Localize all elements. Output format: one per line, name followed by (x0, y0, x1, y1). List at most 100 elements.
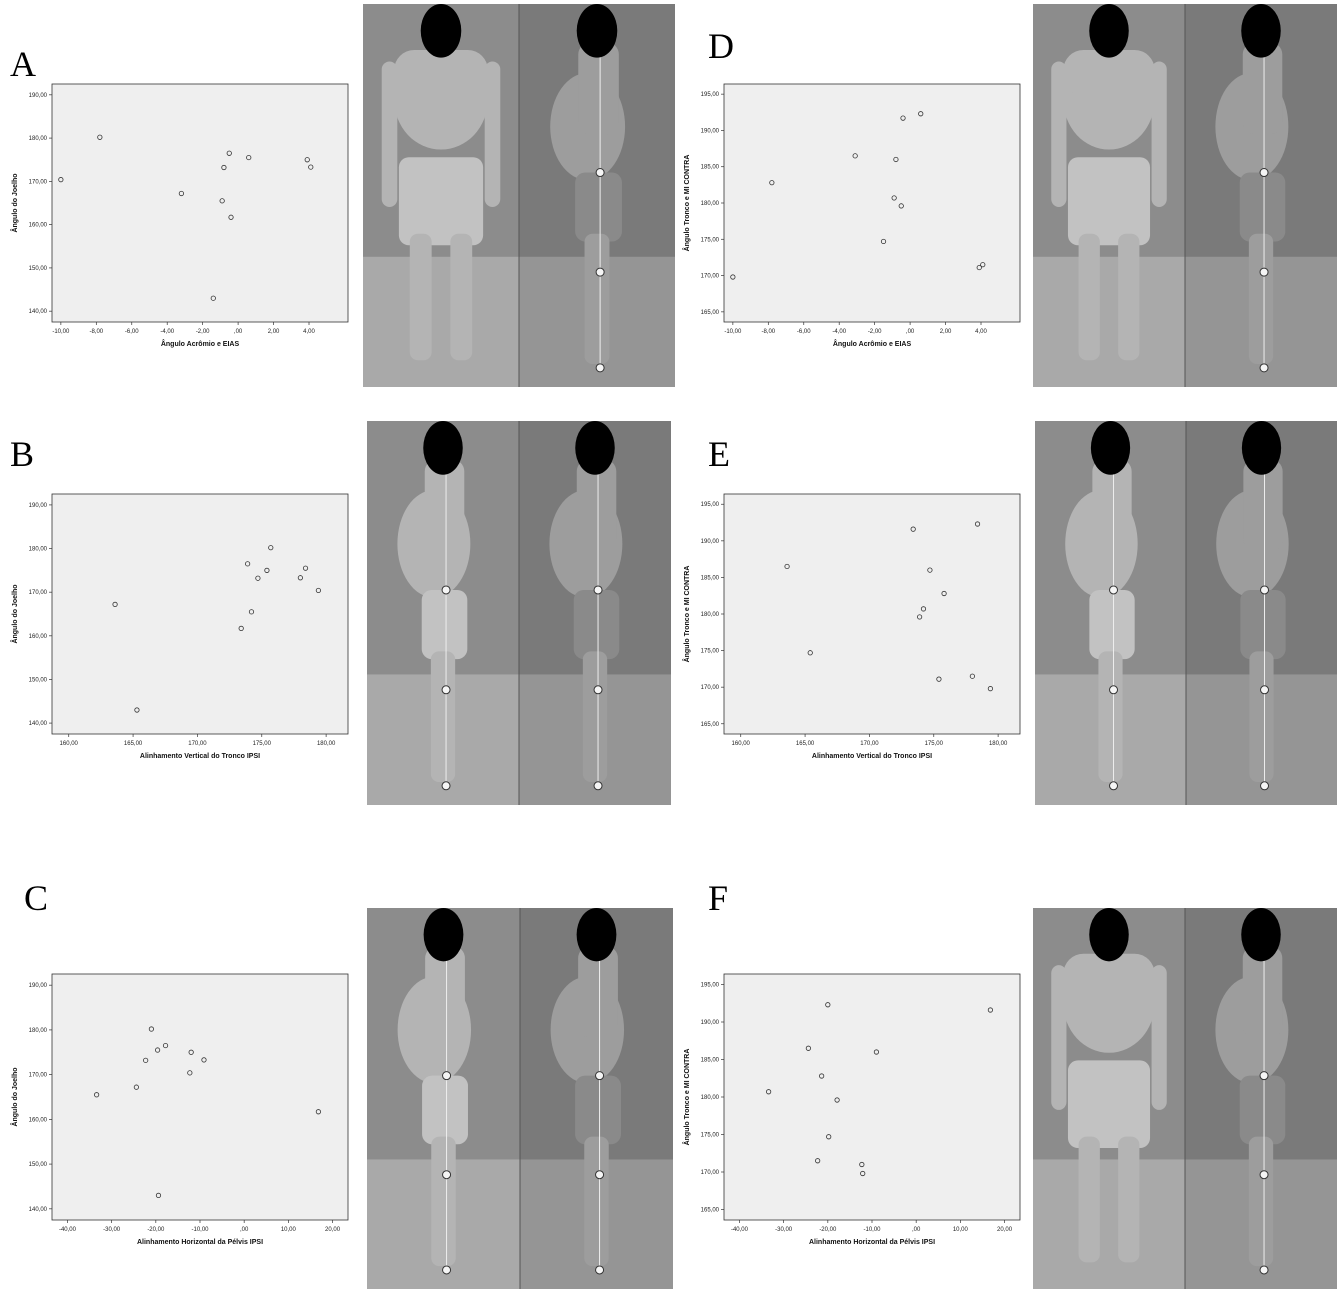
data-point (805, 1045, 811, 1051)
face-mask (576, 908, 617, 962)
x-tick-label: 165,00 (796, 741, 815, 747)
plot-frame (51, 493, 349, 735)
scatter-plot-f: -40,00 -30,00 -20,00 -10,00 ,00 10,00 20,00 165… (682, 973, 1021, 1246)
posture-photo-a (363, 4, 675, 387)
data-point (941, 590, 947, 597)
posture-photo-e (1035, 421, 1337, 805)
y-tick-label: 180,00 (29, 136, 48, 142)
x-tick-label: 2,00 (268, 329, 280, 335)
data-point (221, 164, 227, 171)
data-point (880, 238, 887, 245)
data-point (859, 1161, 865, 1168)
data-point (873, 1049, 880, 1055)
y-tick-label: 170,00 (29, 590, 48, 596)
y-tick-label: 150,00 (29, 266, 48, 272)
data-point (860, 1170, 866, 1177)
y-axis-label: Ângulo Tronco e MI CONTRA (682, 1049, 691, 1146)
x-tick-label: 160,00 (732, 741, 751, 747)
panel-letter-b: B (10, 434, 35, 474)
face-mask (423, 908, 464, 962)
data-point (94, 1092, 100, 1098)
data-point (155, 1192, 162, 1198)
x-tick-label: 4,00 (303, 329, 315, 335)
x-tick-label: ,00 (906, 329, 915, 335)
data-point (910, 526, 916, 532)
data-point (248, 609, 255, 615)
x-tick-label: 10,00 (953, 1227, 969, 1233)
x-tick-label: -2,00 (868, 329, 882, 335)
scatter-plot-d: -10,00 -8,00 -6,00 -4,00 -2,00 ,00 2,00 4,00 165… (682, 83, 1021, 348)
panel-letter-e: E (708, 434, 730, 474)
posture-photo-c (367, 908, 673, 1289)
x-tick-label: 170,00 (188, 741, 207, 747)
y-tick-label: 170,00 (29, 179, 48, 185)
y-tick-label: 180,00 (29, 1028, 48, 1034)
x-axis-label: Ângulo Acrômio e EIAS (833, 339, 912, 348)
plot-frame (723, 493, 1021, 735)
x-tick-label: 180,00 (989, 741, 1008, 747)
face-mask (420, 4, 462, 58)
y-tick-label: 180,00 (701, 612, 720, 618)
posture-photo-d (1033, 4, 1337, 387)
frontal-view-photo (1033, 4, 1185, 387)
data-point (918, 111, 924, 117)
y-tick-label: 185,00 (701, 575, 720, 581)
data-point (268, 545, 274, 551)
x-tick-label: -8,00 (89, 329, 103, 335)
data-point (178, 190, 184, 197)
y-axis-label: Ângulo Tronco e MI CONTRA (682, 155, 691, 252)
y-tick-label: 160,00 (29, 1117, 48, 1123)
data-point (133, 1084, 139, 1090)
data-point (917, 614, 923, 620)
data-point (826, 1134, 832, 1140)
lateral-view-photo (1035, 421, 1186, 805)
y-tick-label: 165,00 (701, 310, 720, 316)
data-point (187, 1070, 193, 1076)
data-point (891, 195, 897, 201)
lateral-view-photo (1186, 421, 1337, 805)
y-tick-label: 190,00 (701, 539, 720, 545)
posture-photo-f (1033, 908, 1337, 1289)
data-point (297, 575, 303, 581)
data-point (807, 650, 813, 656)
x-tick-label: 175,00 (253, 741, 272, 747)
panel-letter-f: F (708, 878, 729, 918)
plot-frame (51, 973, 349, 1221)
data-point (976, 264, 982, 271)
y-tick-label: 140,00 (29, 721, 48, 727)
x-tick-label: 160,00 (60, 741, 79, 747)
lateral-view-photo (519, 421, 671, 805)
y-tick-label: 160,00 (29, 634, 48, 640)
y-axis-label: Ângulo do Joelho (10, 173, 19, 232)
data-point (255, 575, 261, 581)
lateral-view-photo (519, 4, 675, 387)
data-point (819, 1073, 825, 1079)
frontal-view-photo (363, 4, 519, 387)
data-point (201, 1057, 207, 1063)
x-tick-label: ,00 (240, 1227, 249, 1233)
y-tick-label: 190,00 (29, 93, 48, 99)
face-mask (1241, 908, 1281, 962)
face-mask (1089, 908, 1129, 962)
scatter-plot-a: -10,00 -8,00 -6,00 -4,00 -2,00 ,00 2,00 4,00 140… (10, 83, 349, 348)
y-tick-label: 140,00 (29, 1207, 48, 1213)
x-tick-label: ,00 (234, 329, 243, 335)
data-point (987, 1007, 993, 1013)
data-point (766, 1089, 772, 1095)
data-point (143, 1057, 149, 1063)
data-point (58, 177, 64, 183)
y-tick-label: 150,00 (29, 677, 48, 683)
data-point (162, 1042, 169, 1049)
data-point (852, 153, 858, 159)
y-tick-label: 140,00 (29, 309, 48, 315)
data-point (238, 625, 244, 631)
data-point (980, 262, 986, 268)
x-tick-label: 165,00 (124, 741, 143, 747)
lateral-view-photo (520, 908, 673, 1289)
x-tick-label: 10,00 (281, 1227, 297, 1233)
data-point (315, 587, 321, 594)
y-axis-label: Ângulo do Joelho (10, 584, 19, 643)
y-tick-label: 170,00 (701, 685, 720, 691)
x-tick-label: -2,00 (196, 329, 210, 335)
y-axis-label: Ângulo Tronco e MI CONTRA (682, 566, 691, 663)
